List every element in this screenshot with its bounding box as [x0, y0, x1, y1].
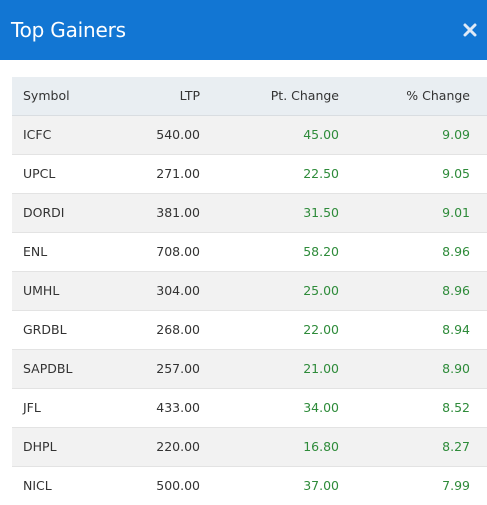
table-row[interactable]: GRDBL 268.00 22.00 8.94: [12, 310, 487, 350]
gainers-table: Symbol LTP Pt. Change % Change ICFC 540.…: [12, 77, 487, 505]
pt-change-cell: 21.00: [212, 349, 350, 389]
pt-change-cell: 58.20: [212, 232, 350, 272]
column-header-pct-change[interactable]: % Change: [350, 77, 487, 116]
ltp-cell: 304.00: [112, 271, 212, 311]
pt-change-cell: 37.00: [212, 466, 350, 505]
table-row[interactable]: DORDI 381.00 31.50 9.01: [12, 193, 487, 233]
table-row[interactable]: ICFC 540.00 45.00 9.09: [12, 115, 487, 155]
table-row[interactable]: JFL 433.00 34.00 8.52: [12, 388, 487, 428]
ltp-cell: 220.00: [112, 427, 212, 467]
pct-change-cell: 9.01: [350, 193, 487, 233]
pt-change-cell: 22.50: [212, 154, 350, 194]
ltp-cell: 271.00: [112, 154, 212, 194]
pct-change-cell: 8.52: [350, 388, 487, 428]
pct-change-cell: 8.27: [350, 427, 487, 467]
pt-change-cell: 34.00: [212, 388, 350, 428]
table-row[interactable]: ENL 708.00 58.20 8.96: [12, 232, 487, 272]
symbol-cell[interactable]: DHPL: [12, 427, 112, 467]
pt-change-cell: 45.00: [212, 115, 350, 155]
ltp-cell: 708.00: [112, 232, 212, 272]
gainers-table-container: Symbol LTP Pt. Change % Change ICFC 540.…: [12, 77, 487, 505]
pt-change-cell: 22.00: [212, 310, 350, 350]
table-row[interactable]: NICL 500.00 37.00 7.99: [12, 466, 487, 505]
symbol-cell[interactable]: UMHL: [12, 271, 112, 311]
close-button[interactable]: [459, 19, 481, 41]
symbol-cell[interactable]: UPCL: [12, 154, 112, 194]
pct-change-cell: 8.94: [350, 310, 487, 350]
pct-change-cell: 8.96: [350, 271, 487, 311]
ltp-cell: 268.00: [112, 310, 212, 350]
modal-title: Top Gainers: [11, 18, 126, 42]
table-body: ICFC 540.00 45.00 9.09 UPCL 271.00 22.50…: [12, 115, 487, 505]
column-header-symbol[interactable]: Symbol: [12, 77, 112, 116]
modal-header: Top Gainers: [0, 0, 487, 60]
pct-change-cell: 9.05: [350, 154, 487, 194]
pct-change-cell: 8.90: [350, 349, 487, 389]
symbol-cell[interactable]: SAPDBL: [12, 349, 112, 389]
pt-change-cell: 31.50: [212, 193, 350, 233]
symbol-cell[interactable]: DORDI: [12, 193, 112, 233]
ltp-cell: 500.00: [112, 466, 212, 505]
pt-change-cell: 16.80: [212, 427, 350, 467]
ltp-cell: 433.00: [112, 388, 212, 428]
symbol-cell[interactable]: NICL: [12, 466, 112, 505]
pct-change-cell: 9.09: [350, 115, 487, 155]
table-row[interactable]: UMHL 304.00 25.00 8.96: [12, 271, 487, 311]
table-row[interactable]: UPCL 271.00 22.50 9.05: [12, 154, 487, 194]
symbol-cell[interactable]: GRDBL: [12, 310, 112, 350]
table-row[interactable]: SAPDBL 257.00 21.00 8.90: [12, 349, 487, 389]
table-row[interactable]: DHPL 220.00 16.80 8.27: [12, 427, 487, 467]
column-header-ltp[interactable]: LTP: [112, 77, 212, 116]
column-header-pt-change[interactable]: Pt. Change: [212, 77, 350, 116]
close-icon[interactable]: [463, 23, 477, 37]
table-header-row: Symbol LTP Pt. Change % Change: [12, 77, 487, 116]
pt-change-cell: 25.00: [212, 271, 350, 311]
symbol-cell[interactable]: ENL: [12, 232, 112, 272]
ltp-cell: 381.00: [112, 193, 212, 233]
ltp-cell: 540.00: [112, 115, 212, 155]
symbol-cell[interactable]: JFL: [12, 388, 112, 428]
pct-change-cell: 8.96: [350, 232, 487, 272]
symbol-cell[interactable]: ICFC: [12, 115, 112, 155]
ltp-cell: 257.00: [112, 349, 212, 389]
pct-change-cell: 7.99: [350, 466, 487, 505]
